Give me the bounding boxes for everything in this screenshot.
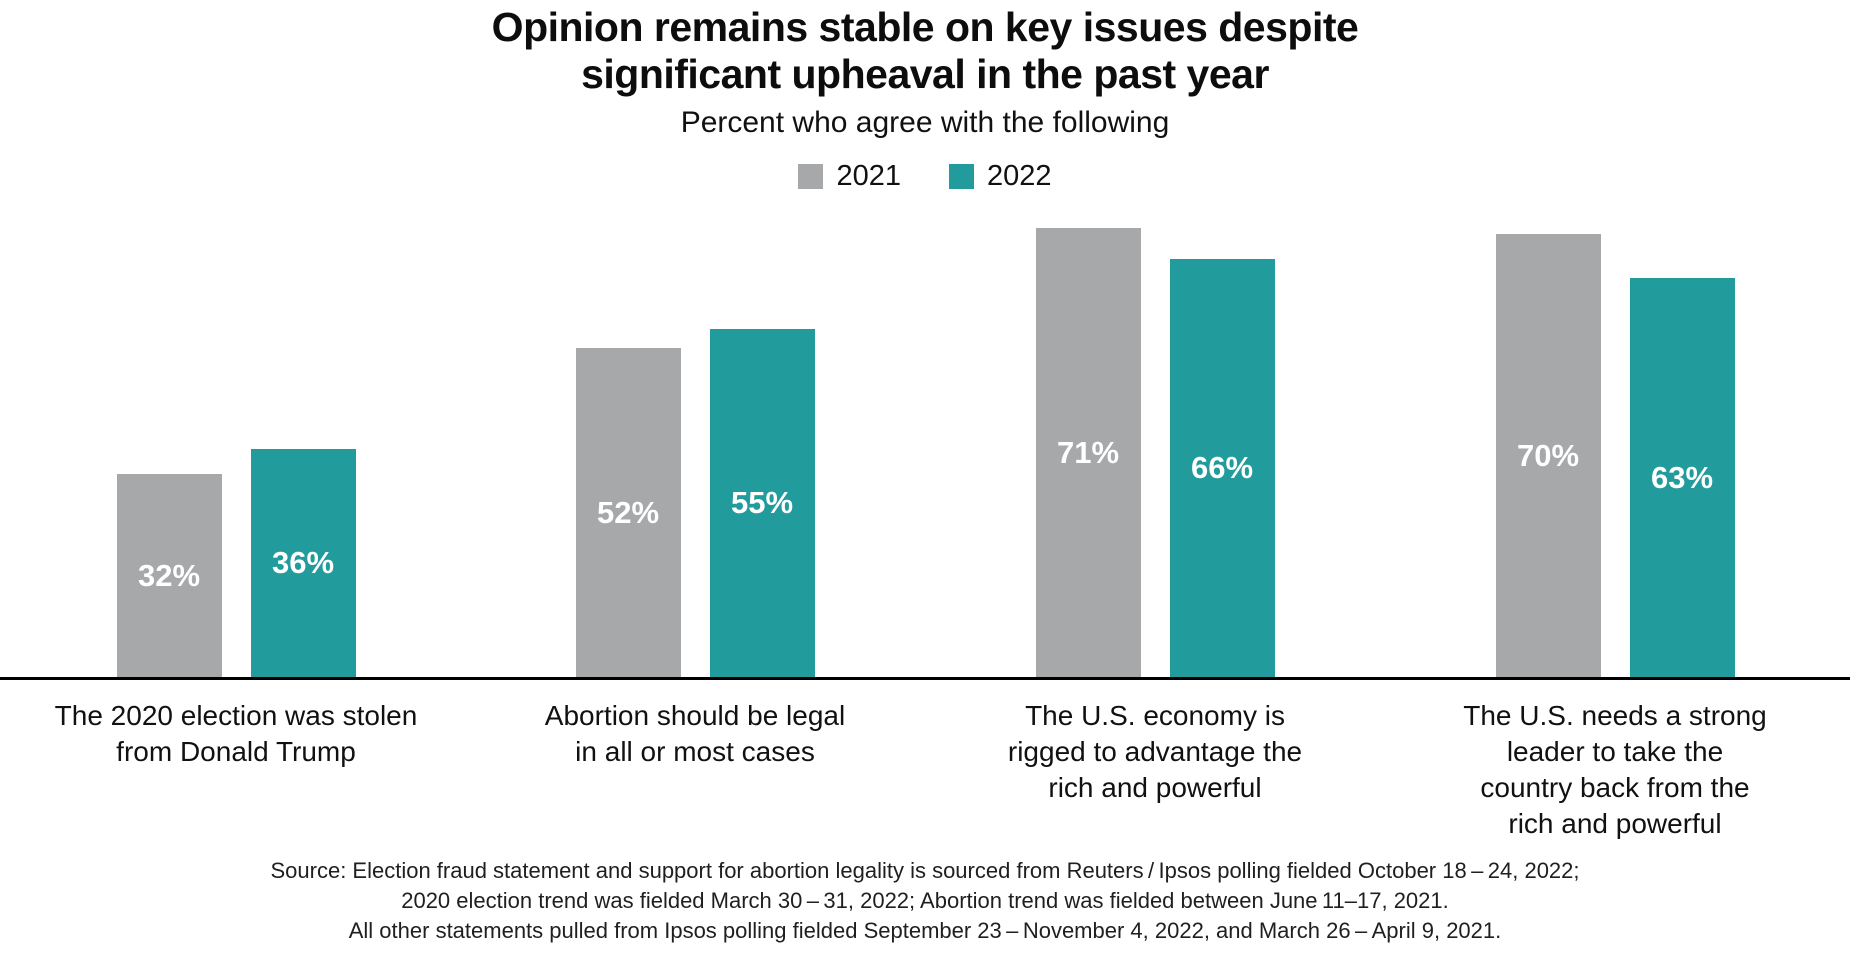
chart-subtitle: Percent who agree with the following [680, 106, 1170, 139]
source-line-3: All other statements pulled from Ipsos p… [348, 918, 1502, 943]
bar-value-label: 70% [1516, 437, 1580, 473]
chart-title-line-2: significant upheaval in the past year [581, 51, 1269, 97]
chart-title: Opinion remains stable on key issues des… [0, 4, 1850, 98]
source-line-1: Source: Election fraud statement and sup… [270, 858, 1580, 883]
bar-value-label: 36% [271, 545, 335, 580]
bar-value-label: 63% [1650, 459, 1714, 495]
chart-title-line-1: Opinion remains stable on key issues des… [491, 4, 1359, 50]
source-line-2: 2020 election trend was fielded March 30… [401, 888, 1449, 913]
category-label-4: The U.S. needs a strong leader to take t… [1463, 700, 1767, 839]
bar-value-label: 55% [730, 485, 794, 520]
legend-item-2021: 2021 [798, 160, 901, 193]
bar-value-label: 66% [1190, 450, 1254, 485]
bar-2022-category-4: 63% [1629, 278, 1735, 677]
bar-2021-category-1: 32% [116, 474, 222, 677]
category-label-1: The 2020 election was stolen from Donald… [54, 700, 418, 767]
bar-value-label: 71% [1056, 434, 1120, 470]
bar-2021-category-2: 52% [575, 348, 681, 677]
legend: 2021 2022 [0, 160, 1850, 193]
bar-2022-category-1: 36% [250, 449, 356, 677]
bar-2021-category-3: 71% [1035, 228, 1141, 677]
bar-value-label: 32% [137, 557, 201, 593]
category-label-3: The U.S. economy is rigged to advantage … [1007, 700, 1303, 803]
bar-2021-category-4: 70% [1495, 234, 1601, 677]
legend-swatch-icon [798, 164, 824, 189]
legend-item-2022: 2022 [949, 160, 1052, 193]
source-note: Source: Election fraud statement and sup… [0, 856, 1850, 946]
legend-label: 2022 [987, 160, 1052, 192]
legend-label: 2021 [836, 160, 901, 192]
bar-value-label: 52% [596, 494, 660, 530]
category-label-2: Abortion should be legal in all or most … [544, 700, 846, 767]
x-axis-line [0, 677, 1850, 680]
bar-2022-category-2: 55% [709, 329, 815, 677]
legend-swatch-icon [949, 164, 974, 189]
bar-2022-category-3: 66% [1169, 259, 1275, 677]
